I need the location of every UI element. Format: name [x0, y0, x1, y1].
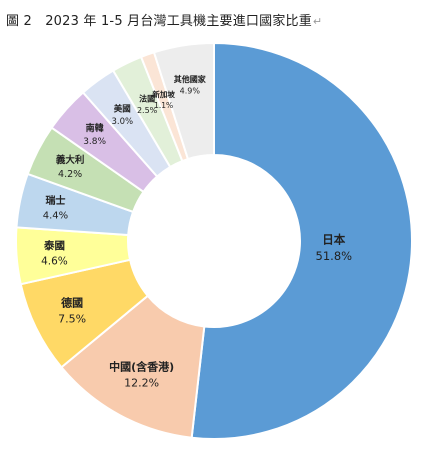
slice-3-category-label: 德國: [60, 295, 83, 309]
slice-8-category-label: 美國: [114, 104, 131, 115]
slice-4-value-label: 4.6%: [41, 255, 68, 267]
slice-2-value-label: 12.2%: [124, 376, 159, 389]
donut-slices: [15, 41, 413, 440]
slice-7-value-label: 3.8%: [83, 137, 106, 147]
slice-7-category-label: 南韓: [86, 122, 104, 134]
slice-11-wedge: [152, 41, 215, 161]
slice-9-category-label: 法國: [139, 93, 155, 103]
slice-4-category-label: 泰國: [43, 239, 65, 252]
slice-11-category-label: 其他國家: [174, 74, 207, 84]
slice-3-value-label: 7.5%: [58, 312, 86, 325]
slice-10-category-label: 新加坡: [152, 89, 175, 99]
paragraph-mark-icon: ↵: [312, 15, 323, 28]
slice-1-value-label: 51.8%: [316, 249, 353, 263]
slice-8-value-label: 3.0%: [112, 117, 134, 127]
slice-labels: 日本 51.8% 中國(含香港) 12.2% 德國 7.5% 泰國 4.6% 瑞士 4.4% 義大利…: [41, 74, 352, 390]
slice-6-category-label: 義大利: [56, 154, 85, 166]
slice-11-value-label: 4.9%: [180, 86, 201, 95]
figure-title-text: 圖 2 2023 年 1-5 月台灣工具機主要進口國家比重: [6, 14, 312, 29]
slice-1-category-label: 日本: [322, 232, 345, 246]
slice-6-value-label: 4.2%: [58, 169, 82, 180]
figure-title: 圖 2 2023 年 1-5 月台灣工具機主要進口國家比重↵: [6, 10, 322, 29]
slice-2-category-label: 中國(含香港): [109, 360, 174, 374]
slice-5-value-label: 4.4%: [43, 210, 68, 221]
slice-1-wedge: [190, 41, 413, 440]
slice-5-category-label: 瑞士: [45, 194, 65, 207]
slice-10-value-label: 1.1%: [154, 101, 173, 110]
slice-9-value-label: 2.5%: [137, 106, 158, 115]
